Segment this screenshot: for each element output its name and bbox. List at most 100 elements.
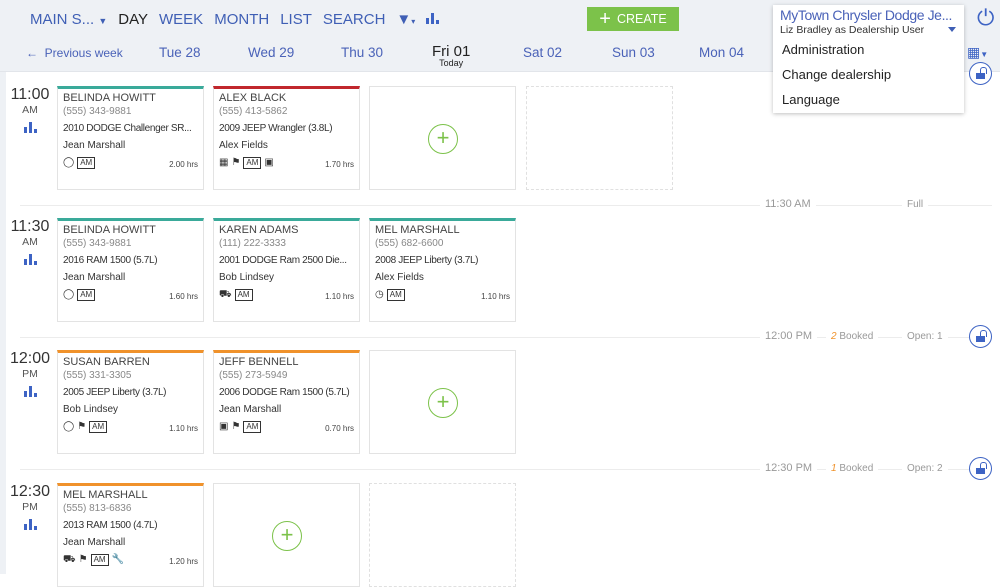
duration: 2.00 hrs: [169, 160, 198, 169]
view-nav: MAIN S... ▼ DAY WEEK MONTH LIST SEARCH ▼…: [30, 11, 440, 28]
stats-icon[interactable]: [23, 519, 37, 530]
power-icon[interactable]: ⏻: [977, 5, 995, 30]
flag-icon: ⚑: [78, 554, 88, 565]
location-selector[interactable]: MAIN S... ▼: [30, 11, 107, 28]
location-label: MAIN S...: [30, 11, 95, 28]
stats-icon[interactable]: [23, 386, 37, 397]
advisor: Alex Fields: [219, 140, 268, 151]
time-slot-label: 11:30 AM: [8, 218, 52, 270]
tab-search[interactable]: SEARCH: [322, 11, 386, 28]
lock-icon[interactable]: [969, 62, 992, 85]
service-icons: ▣ ⚑ AM: [219, 421, 262, 433]
customer-name: KAREN ADAMS: [219, 224, 299, 236]
appointment-card[interactable]: ALEX BLACK (555) 413-5862 2009 JEEP Wran…: [213, 86, 360, 190]
time-slot-label: 12:30 PM: [8, 483, 52, 535]
create-button[interactable]: + CREATE: [587, 7, 679, 31]
am-tag: AM: [243, 157, 262, 169]
account-dropdown: MyTown Chrysler Dodge Je... Liz Bradley …: [773, 5, 964, 113]
appointment-card[interactable]: SUSAN BARREN (555) 331-3305 2005 JEEP Li…: [57, 350, 204, 454]
day-tue[interactable]: Tue 28: [159, 45, 201, 60]
dealership-name[interactable]: MyTown Chrysler Dodge Je...: [780, 7, 953, 23]
time-slot-label: 11:00 AM: [8, 86, 52, 138]
left-strip: [0, 72, 6, 574]
vehicle: 2005 JEEP Liberty (3.7L): [63, 387, 167, 398]
advisor: Alex Fields: [375, 272, 424, 283]
am-tag: AM: [77, 157, 96, 169]
chevron-down-icon: ▼: [98, 16, 108, 26]
time-hour: 12:00: [9, 350, 51, 367]
previous-week-link[interactable]: ← Previous week: [26, 46, 123, 60]
menu-change-dealership[interactable]: Change dealership: [782, 67, 892, 82]
add-appointment-icon[interactable]: +: [428, 388, 458, 418]
stats-icon[interactable]: [23, 122, 37, 133]
tab-week[interactable]: WEEK: [159, 11, 204, 28]
separator-time: 12:30 PM: [760, 462, 818, 474]
add-appointment-icon[interactable]: +: [272, 521, 302, 551]
advisor: Jean Marshall: [219, 404, 282, 415]
tab-list[interactable]: LIST: [280, 11, 312, 28]
calendar-icon[interactable]: ▦▼: [967, 44, 989, 60]
time-ampm: AM: [22, 236, 38, 248]
appointment-card[interactable]: BELINDA HOWITT (555) 343-9881 2010 DODGE…: [57, 86, 204, 190]
time-separator: [20, 337, 992, 338]
tab-month[interactable]: MONTH: [214, 11, 270, 28]
am-tag: AM: [77, 289, 96, 301]
service-icons: ⛟ ⚑ AM 🔧: [63, 554, 124, 566]
customer-phone: (555) 343-9881: [63, 238, 132, 249]
service-icons: ◯ ⚑ AM: [63, 421, 108, 433]
service-icons: ◯ AM: [63, 157, 96, 169]
lock-icon[interactable]: [969, 457, 992, 480]
appointment-card[interactable]: MEL MARSHALL (555) 682-6600 2008 JEEP Li…: [369, 218, 516, 322]
menu-language[interactable]: Language: [782, 92, 840, 107]
service-icons: ◯ AM: [63, 289, 96, 301]
booked-label: Booked: [839, 463, 874, 474]
tab-day[interactable]: DAY: [118, 11, 149, 28]
appointment-card[interactable]: JEFF BENNELL (555) 273-5949 2006 DODGE R…: [213, 350, 360, 454]
user-label: Liz Bradley as Dealership User: [780, 24, 925, 36]
day-sat[interactable]: Sat 02: [523, 45, 563, 60]
wrench-icon: 🔧: [111, 554, 125, 565]
steering-wheel-icon: ◯: [63, 157, 75, 168]
appointment-card[interactable]: MEL MARSHALL (555) 813-6836 2013 RAM 150…: [57, 483, 204, 587]
duration: 1.10 hrs: [481, 292, 510, 301]
today-label: Today: [439, 58, 464, 68]
duration: 1.20 hrs: [169, 557, 198, 566]
stats-icon[interactable]: [426, 11, 440, 28]
open-slot[interactable]: +: [369, 86, 516, 190]
steering-wheel-icon: ◯: [63, 421, 75, 432]
day-mon[interactable]: Mon 04: [699, 45, 745, 60]
customer-phone: (555) 682-6600: [375, 238, 444, 249]
customer-name: SUSAN BARREN: [63, 356, 150, 368]
appointment-card[interactable]: BELINDA HOWITT (555) 343-9881 2016 RAM 1…: [57, 218, 204, 322]
slot-status: Open: 2: [902, 463, 948, 474]
service-icons: ⛟ AM: [219, 289, 253, 301]
time-hour: 11:00: [10, 86, 50, 103]
customer-name: MEL MARSHALL: [63, 489, 148, 501]
flag-icon: ⚑: [77, 421, 87, 432]
stats-icon[interactable]: [23, 254, 37, 265]
separator-time: 11:30 AM: [760, 198, 816, 210]
menu-administration[interactable]: Administration: [782, 42, 865, 57]
bus-icon: ▦: [219, 157, 229, 168]
open-slot[interactable]: +: [213, 483, 360, 587]
advisor: Bob Lindsey: [219, 272, 275, 283]
customer-name: MEL MARSHALL: [375, 224, 460, 236]
add-appointment-icon[interactable]: +: [428, 124, 458, 154]
lock-icon[interactable]: [969, 325, 992, 348]
appointment-card[interactable]: KAREN ADAMS (111) 222-3333 2001 DODGE Ra…: [213, 218, 360, 322]
separator-time: 12:00 PM: [760, 330, 818, 342]
clock-icon: ◷: [375, 289, 384, 300]
day-sun[interactable]: Sun 03: [612, 45, 655, 60]
create-label: CREATE: [616, 12, 667, 26]
vehicle: 2013 RAM 1500 (4.7L): [63, 520, 158, 531]
open-slot[interactable]: +: [369, 350, 516, 454]
am-tag: AM: [386, 289, 405, 301]
chevron-down-icon[interactable]: [948, 27, 956, 32]
day-today[interactable]: Fri 01 Today: [432, 43, 470, 68]
filter-icon[interactable]: ▼▾: [396, 11, 416, 28]
customer-phone: (555) 413-5862: [219, 106, 288, 117]
duration: 1.10 hrs: [325, 292, 354, 301]
day-thu[interactable]: Thu 30: [341, 45, 384, 60]
day-wed[interactable]: Wed 29: [248, 45, 295, 60]
customer-name: JEFF BENNELL: [219, 356, 299, 368]
